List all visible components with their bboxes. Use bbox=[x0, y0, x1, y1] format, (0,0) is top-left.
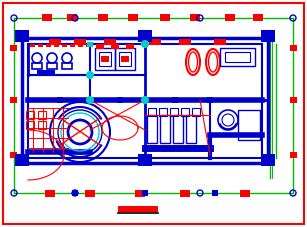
Bar bbox=[47, 63, 57, 69]
Bar bbox=[115, 48, 135, 70]
Bar bbox=[138, 154, 152, 166]
Bar bbox=[238, 110, 260, 140]
Bar bbox=[62, 63, 72, 69]
Bar bbox=[117, 97, 123, 103]
Bar bbox=[45, 190, 55, 197]
Bar bbox=[67, 14, 77, 21]
Bar bbox=[62, 44, 67, 47]
Bar bbox=[99, 52, 111, 66]
Bar bbox=[104, 39, 116, 45]
Bar bbox=[135, 190, 145, 197]
Bar bbox=[207, 97, 213, 103]
Bar bbox=[98, 14, 108, 21]
Bar bbox=[10, 45, 17, 51]
Bar bbox=[214, 39, 226, 45]
Bar bbox=[57, 97, 63, 103]
Bar bbox=[38, 111, 46, 119]
Bar bbox=[101, 56, 109, 62]
Bar bbox=[38, 44, 43, 47]
Bar bbox=[70, 44, 75, 47]
Bar bbox=[87, 42, 93, 47]
Bar bbox=[111, 44, 119, 49]
Bar bbox=[121, 56, 129, 62]
Bar bbox=[42, 14, 52, 21]
Bar bbox=[172, 97, 178, 103]
Bar bbox=[72, 190, 78, 196]
Bar bbox=[212, 190, 218, 196]
Bar bbox=[15, 30, 29, 42]
Bar bbox=[142, 42, 148, 47]
Bar bbox=[26, 111, 34, 119]
Bar bbox=[37, 70, 55, 74]
Bar bbox=[142, 190, 148, 196]
Bar bbox=[290, 97, 297, 103]
Circle shape bbox=[87, 97, 93, 103]
Bar bbox=[148, 108, 156, 116]
Bar bbox=[138, 30, 152, 42]
Bar bbox=[38, 121, 46, 129]
Bar bbox=[147, 115, 157, 143]
Bar bbox=[186, 115, 196, 143]
Bar bbox=[179, 39, 191, 45]
Bar bbox=[261, 154, 275, 166]
Bar bbox=[159, 108, 167, 116]
Bar bbox=[149, 39, 161, 45]
Bar bbox=[96, 44, 104, 49]
Bar bbox=[78, 44, 83, 47]
Bar bbox=[74, 39, 86, 45]
Bar bbox=[95, 48, 115, 70]
Bar bbox=[85, 190, 95, 197]
Bar bbox=[86, 44, 91, 47]
Bar bbox=[118, 206, 158, 212]
Bar bbox=[10, 97, 17, 103]
Circle shape bbox=[142, 41, 148, 47]
Bar bbox=[30, 44, 35, 47]
Bar bbox=[128, 14, 138, 21]
Bar bbox=[220, 48, 255, 66]
Bar bbox=[173, 115, 183, 143]
Bar bbox=[180, 190, 190, 197]
Bar bbox=[170, 108, 178, 116]
Bar bbox=[290, 152, 297, 158]
Bar bbox=[290, 45, 297, 51]
Circle shape bbox=[87, 72, 93, 78]
Bar bbox=[87, 97, 93, 103]
Bar bbox=[240, 190, 250, 197]
Bar bbox=[261, 30, 275, 42]
Bar bbox=[54, 44, 59, 47]
Bar bbox=[160, 115, 170, 143]
Bar bbox=[225, 52, 250, 62]
Bar bbox=[190, 14, 200, 21]
Bar bbox=[119, 52, 131, 66]
Bar bbox=[253, 14, 263, 21]
Circle shape bbox=[142, 97, 148, 103]
Bar bbox=[26, 121, 34, 129]
Bar bbox=[49, 39, 61, 45]
Bar bbox=[160, 14, 170, 21]
Bar bbox=[126, 44, 134, 49]
Bar bbox=[225, 14, 235, 21]
Bar bbox=[10, 152, 17, 158]
Bar bbox=[192, 108, 200, 116]
Bar bbox=[15, 154, 29, 166]
Bar bbox=[46, 44, 51, 47]
Bar bbox=[32, 63, 42, 69]
Bar bbox=[181, 108, 189, 116]
